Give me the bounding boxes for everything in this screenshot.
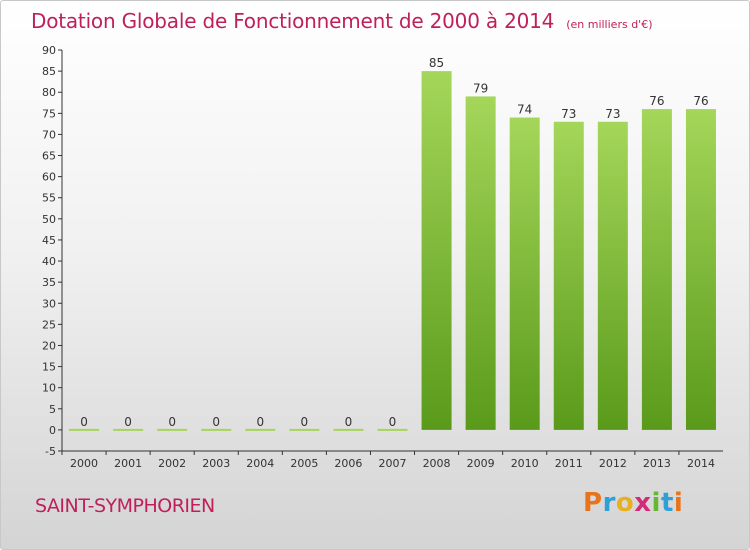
bar-value-label: 85: [429, 56, 444, 70]
bar: [553, 121, 584, 430]
x-tick-label: 2002: [158, 457, 186, 470]
logo-letter: i: [651, 488, 661, 518]
x-tick-label: 2008: [423, 457, 451, 470]
bar-value-label: 0: [212, 415, 220, 429]
x-tick-label: 2010: [511, 457, 539, 470]
bar-value-label: 79: [473, 81, 488, 95]
y-tick-label: 90: [42, 44, 56, 57]
y-tick-label: 30: [42, 297, 56, 310]
x-tick-label: 2005: [290, 457, 318, 470]
bar: [201, 428, 232, 431]
commune-name: SAINT-SYMPHORIEN: [35, 495, 215, 517]
x-tick-label: 2000: [70, 457, 98, 470]
y-axis: -5 0 5 10 15 20 25 30 35 40 45 50 55 60 65 70 75 80 85 90: [42, 44, 63, 458]
bar-value-label: 0: [124, 415, 132, 429]
logo-letter: r: [602, 488, 616, 518]
x-tick-label: 2011: [555, 457, 583, 470]
bar: [421, 71, 452, 430]
logo-letter: P: [583, 488, 603, 518]
y-tick-label: 75: [42, 107, 56, 120]
title-row: Dotation Globale de Fonctionnement de 20…: [31, 9, 652, 33]
bar: [685, 109, 716, 430]
x-tick-label: 2012: [599, 457, 627, 470]
bar: [377, 428, 408, 431]
y-tick-label: -5: [45, 445, 56, 458]
bar-value-label: 0: [345, 415, 353, 429]
logo-letter: o: [615, 488, 635, 518]
logo-letter: t: [660, 488, 674, 518]
y-tick-label: 5: [49, 403, 56, 416]
bar: [465, 96, 496, 430]
proxiti-logo[interactable]: Proxiti: [583, 488, 683, 518]
y-tick-label: 85: [42, 65, 56, 78]
chart-title: Dotation Globale de Fonctionnement de 20…: [31, 9, 555, 33]
x-tick-label: 2003: [202, 457, 230, 470]
bar-value-label: 76: [649, 94, 664, 108]
x-tick-label: 2004: [246, 457, 274, 470]
chart-unit: (en milliers d'€): [566, 18, 653, 31]
x-tick-label: 2014: [687, 457, 715, 470]
bar: [69, 428, 100, 431]
bar-value-label: 0: [168, 415, 176, 429]
y-tick-label: 80: [42, 86, 56, 99]
bar: [597, 121, 628, 430]
bar: [289, 428, 320, 431]
bar: [113, 428, 144, 431]
bar-value-label: 0: [80, 415, 88, 429]
y-tick-label: 60: [42, 171, 56, 184]
y-tick-label: 55: [42, 192, 56, 205]
y-tick-label: 0: [49, 424, 56, 437]
bar-value-label: 73: [605, 107, 620, 121]
x-tick-label: 2013: [643, 457, 671, 470]
bar-value-label: 0: [301, 415, 309, 429]
bar: [509, 117, 540, 430]
bar-value-label: 76: [693, 94, 708, 108]
y-tick-label: 10: [42, 382, 56, 395]
logo-letter: x: [634, 488, 652, 518]
bar: [157, 428, 188, 431]
x-tick-label: 2009: [467, 457, 495, 470]
x-tick-label: 2001: [114, 457, 142, 470]
bar: [333, 428, 364, 431]
bars: [69, 71, 716, 431]
bar-value-label: 0: [389, 415, 397, 429]
y-tick-label: 45: [42, 234, 56, 247]
logo-letter: i: [673, 488, 684, 518]
y-tick-label: 50: [42, 213, 56, 226]
y-tick-label: 40: [42, 255, 56, 268]
x-tick-label: 2007: [379, 457, 407, 470]
y-tick-label: 25: [42, 318, 56, 331]
data-labels: 0 0 0 0 0 0 0 0 85 79 74 73 73 76 76: [80, 56, 708, 429]
y-tick-label: 65: [42, 150, 56, 163]
x-axis: 2000 2001 2002 2003 2004 2005 2006 2007 2008 2009…: [61, 450, 723, 470]
bar-value-label: 0: [256, 415, 264, 429]
y-tick-label: 35: [42, 276, 56, 289]
y-tick-label: 15: [42, 361, 56, 374]
bar-value-label: 73: [561, 107, 576, 121]
y-tick-label: 20: [42, 339, 56, 352]
bar: [245, 428, 276, 431]
y-tick-label: 70: [42, 128, 56, 141]
x-tick-label: 2006: [334, 457, 362, 470]
bar: [641, 109, 672, 430]
bar-value-label: 74: [517, 103, 532, 117]
